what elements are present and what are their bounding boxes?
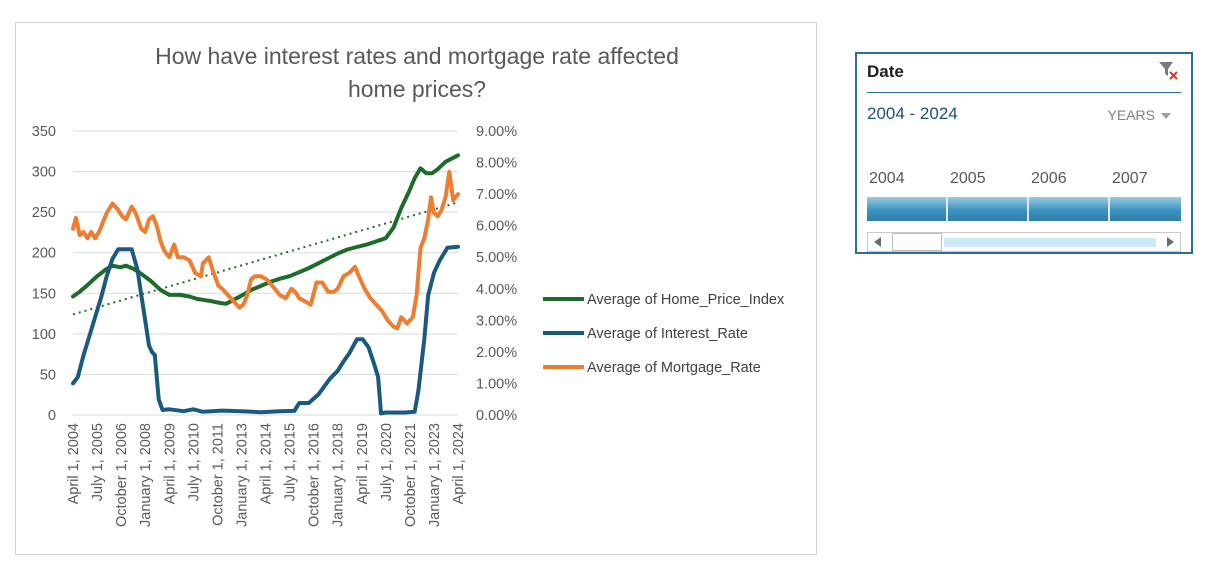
y-left-tick-label: 150 — [32, 286, 56, 302]
y-right-tick-label: 9.00% — [476, 124, 517, 140]
chart-title-line2: home prices? — [348, 76, 486, 102]
x-tick-label: July 1, 2010 — [186, 423, 202, 501]
x-tick-label: October 1, 2011 — [210, 423, 226, 526]
y-right-tick-label: 3.00% — [476, 313, 517, 329]
series-line-3 — [71, 170, 460, 331]
scroll-right-icon[interactable] — [1160, 233, 1180, 251]
legend-label: Average of Interest_Rate — [587, 326, 748, 342]
timeline-divider — [946, 197, 948, 221]
y-right-tick-label: 5.00% — [476, 250, 517, 266]
scroll-track[interactable] — [944, 238, 1156, 247]
y-right-tick-label: 8.00% — [476, 156, 517, 172]
x-tick-label: July 1, 2020 — [379, 423, 395, 501]
y-axis-right: 9.00% 8.00% 7.00% 6.00% 5.00% 4.00% 3.00% 2.00%… — [476, 124, 517, 424]
legend-label: Average of Mortgage_Rate — [587, 360, 761, 376]
clear-filter-icon[interactable] — [1157, 59, 1179, 81]
year-label: 2006 — [1031, 170, 1067, 187]
x-tick-label: January 1, 2023 — [427, 423, 443, 527]
x-tick-label: April 1, 2014 — [259, 423, 275, 504]
slicer-header-rule — [867, 92, 1181, 93]
year-label: 2007 — [1112, 170, 1148, 187]
legend[interactable]: Average of Home_Price_Index Average of In… — [543, 292, 785, 376]
x-tick-label: April 1, 2009 — [162, 423, 178, 504]
chart-svg: How have interest rates and mortgage rat… — [32, 43, 785, 527]
chart-title-line1: How have interest rates and mortgage rat… — [155, 43, 679, 69]
timeline-scrollbar[interactable] — [867, 232, 1181, 252]
date-timeline-slicer[interactable]: Date 2004 - 2024 YEARS 2004 2005 2006 20… — [855, 52, 1193, 254]
y-right-tick-label: 1.00% — [476, 376, 517, 392]
x-tick-label: April 1, 2004 — [66, 423, 82, 504]
chevron-down-icon — [1161, 113, 1171, 120]
trendline-group — [72, 201, 459, 316]
y-right-tick-label: 7.00% — [476, 187, 517, 203]
x-axis: April 1, 2004 July 1, 2005 October 1, 2006… — [66, 423, 467, 527]
y-left-tick-label: 300 — [32, 165, 56, 181]
y-axis-left: 350 300 250 200 150 100 50 0 — [32, 124, 56, 424]
slicer-header: Date — [867, 62, 904, 81]
time-level-dropdown[interactable]: YEARS — [1108, 107, 1171, 123]
y-left-tick-label: 100 — [32, 327, 56, 343]
trendline — [72, 201, 459, 316]
x-tick-label: July 1, 2005 — [90, 423, 106, 501]
slicer-year-labels: 2004 2005 2006 2007 — [867, 170, 1181, 190]
year-label: 2005 — [950, 170, 986, 187]
scroll-left-icon[interactable] — [868, 233, 888, 251]
x-tick-label: January 1, 2008 — [138, 423, 154, 527]
year-label: 2004 — [869, 170, 905, 187]
timeline-divider — [1027, 197, 1029, 221]
chart-area[interactable]: How have interest rates and mortgage rat… — [15, 22, 817, 555]
y-left-tick-label: 50 — [40, 367, 56, 383]
scroll-thumb[interactable] — [892, 233, 942, 251]
legend-label: Average of Home_Price_Index — [587, 292, 785, 308]
y-right-tick-label: 4.00% — [476, 282, 517, 298]
x-tick-label: January 1, 2013 — [234, 423, 250, 527]
gridlines — [73, 130, 458, 416]
series-group — [71, 153, 460, 416]
y-right-tick-label: 6.00% — [476, 219, 517, 235]
x-tick-label: October 1, 2016 — [307, 423, 323, 527]
timeline-divider — [1108, 197, 1110, 221]
x-tick-label: April 1, 2024 — [451, 423, 467, 504]
x-tick-label: October 1, 2006 — [114, 423, 130, 527]
x-tick-label: July 1, 2015 — [283, 423, 299, 501]
x-tick-label: January 1, 2018 — [331, 423, 347, 527]
series-line-2 — [71, 244, 460, 416]
series-line-1 — [71, 153, 460, 306]
y-right-tick-label: 2.00% — [476, 345, 517, 361]
y-left-tick-label: 250 — [32, 205, 56, 221]
y-left-tick-label: 200 — [32, 246, 56, 262]
timeline-selection-bar[interactable] — [867, 197, 1181, 221]
time-level-label: YEARS — [1107, 107, 1155, 123]
x-tick-label: October 1, 2021 — [403, 423, 419, 527]
slicer-range-label: 2004 - 2024 — [867, 104, 958, 123]
x-tick-label: April 1, 2019 — [355, 423, 371, 504]
y-left-tick-label: 350 — [32, 124, 56, 140]
y-left-tick-label: 0 — [48, 408, 56, 424]
y-right-tick-label: 0.00% — [476, 408, 517, 424]
